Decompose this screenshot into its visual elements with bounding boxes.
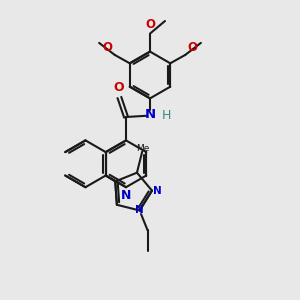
- Text: N: N: [121, 189, 131, 202]
- Text: N: N: [135, 206, 144, 215]
- Text: O: O: [102, 41, 112, 54]
- Text: N: N: [154, 186, 162, 196]
- Text: O: O: [145, 18, 155, 31]
- Text: O: O: [113, 81, 124, 94]
- Text: N: N: [144, 107, 156, 121]
- Text: H: H: [161, 109, 171, 122]
- Text: Me: Me: [136, 144, 150, 153]
- Text: O: O: [188, 41, 198, 54]
